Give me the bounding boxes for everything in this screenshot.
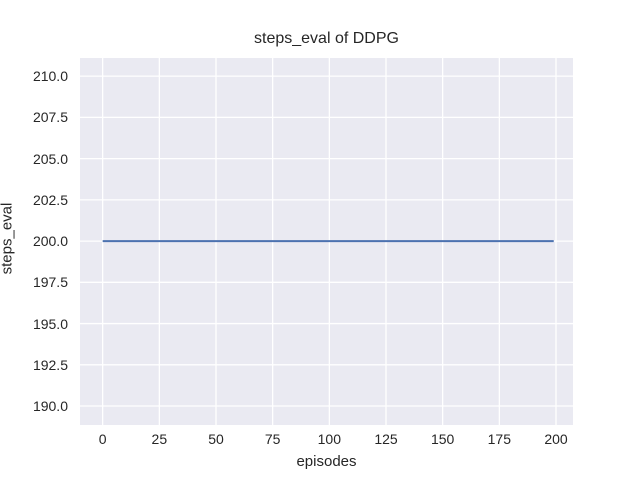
y-tick-label: 190.0 <box>32 398 68 415</box>
x-tick-label: 125 <box>374 431 398 447</box>
x-tick-label: 75 <box>264 431 281 447</box>
y-tick-label: 195.0 <box>32 315 68 332</box>
y-tick-label: 205.0 <box>32 150 68 167</box>
x-tick-label: 25 <box>151 431 168 447</box>
y-tick-label: 210.0 <box>32 68 68 85</box>
x-tick-label: 50 <box>208 431 224 447</box>
x-tick-label: 0 <box>98 431 107 447</box>
chart-title: steps_eval of DDPG <box>254 30 399 47</box>
x-tick-label: 200 <box>544 431 568 447</box>
y-tick-label: 207.5 <box>32 109 68 126</box>
y-tick-label: 200.0 <box>32 233 68 250</box>
x-tick-label: 100 <box>317 431 342 447</box>
x-tick-label: 175 <box>487 431 512 447</box>
x-axis-label: episodes <box>296 453 357 470</box>
y-tick-label: 192.5 <box>32 356 68 373</box>
y-tick-label: 197.5 <box>32 274 68 291</box>
x-tick-label: 150 <box>430 431 455 447</box>
y-tick-label: 202.5 <box>32 191 68 208</box>
